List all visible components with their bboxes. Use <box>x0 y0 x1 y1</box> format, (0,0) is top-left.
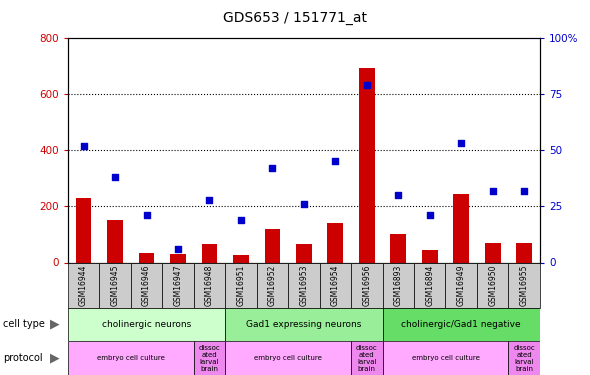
Text: GSM16946: GSM16946 <box>142 265 151 306</box>
Text: ▶: ▶ <box>50 318 60 331</box>
FancyBboxPatch shape <box>351 262 382 308</box>
Bar <box>453 194 469 262</box>
Text: GSM16947: GSM16947 <box>173 265 182 306</box>
Text: dissoc
ated
larval
brain: dissoc ated larval brain <box>356 345 378 372</box>
Text: GSM16894: GSM16894 <box>425 265 434 306</box>
FancyBboxPatch shape <box>382 262 414 308</box>
Text: dissoc
ated
larval
brain: dissoc ated larval brain <box>513 345 535 372</box>
Text: GSM16956: GSM16956 <box>362 265 371 306</box>
Bar <box>327 223 343 262</box>
Text: GSM16953: GSM16953 <box>299 265 309 306</box>
Point <box>110 174 120 180</box>
Text: GSM16949: GSM16949 <box>457 265 466 306</box>
FancyBboxPatch shape <box>382 308 540 341</box>
Point <box>425 212 434 218</box>
FancyBboxPatch shape <box>225 262 257 308</box>
FancyBboxPatch shape <box>509 341 540 375</box>
FancyBboxPatch shape <box>509 262 540 308</box>
Text: protocol: protocol <box>3 353 42 363</box>
FancyBboxPatch shape <box>414 262 445 308</box>
Bar <box>264 229 280 262</box>
Text: GSM16893: GSM16893 <box>394 265 403 306</box>
Point <box>79 142 88 148</box>
Bar <box>516 243 532 262</box>
Point <box>394 192 403 198</box>
Point <box>362 82 372 88</box>
FancyBboxPatch shape <box>194 341 225 375</box>
FancyBboxPatch shape <box>288 262 320 308</box>
Bar <box>296 244 312 262</box>
Text: GSM16954: GSM16954 <box>331 265 340 306</box>
Text: embryo cell culture: embryo cell culture <box>97 355 165 361</box>
Text: embryo cell culture: embryo cell culture <box>411 355 480 361</box>
FancyBboxPatch shape <box>225 341 351 375</box>
Point <box>173 246 183 252</box>
Bar <box>485 243 500 262</box>
FancyBboxPatch shape <box>68 308 225 341</box>
Point <box>268 165 277 171</box>
Text: cell type: cell type <box>3 320 45 329</box>
FancyBboxPatch shape <box>225 308 382 341</box>
FancyBboxPatch shape <box>320 262 351 308</box>
Text: GSM16945: GSM16945 <box>110 265 120 306</box>
FancyBboxPatch shape <box>445 262 477 308</box>
Bar <box>76 198 91 262</box>
Point <box>488 188 497 194</box>
Point <box>519 188 529 194</box>
FancyBboxPatch shape <box>194 262 225 308</box>
Text: GSM16950: GSM16950 <box>488 265 497 306</box>
FancyBboxPatch shape <box>162 262 194 308</box>
FancyBboxPatch shape <box>382 341 509 375</box>
Point <box>330 158 340 164</box>
Text: GSM16944: GSM16944 <box>79 265 88 306</box>
Text: Gad1 expressing neurons: Gad1 expressing neurons <box>246 320 362 329</box>
FancyBboxPatch shape <box>477 262 509 308</box>
Text: embryo cell culture: embryo cell culture <box>254 355 322 361</box>
Bar <box>107 220 123 262</box>
Text: GSM16948: GSM16948 <box>205 265 214 306</box>
Text: GDS653 / 151771_at: GDS653 / 151771_at <box>223 11 367 25</box>
Bar <box>391 234 406 262</box>
Text: GSM16955: GSM16955 <box>520 265 529 306</box>
Point <box>299 201 309 207</box>
Bar <box>233 255 249 262</box>
FancyBboxPatch shape <box>68 262 99 308</box>
Point <box>142 212 151 218</box>
Text: GSM16952: GSM16952 <box>268 265 277 306</box>
Text: GSM16951: GSM16951 <box>237 265 245 306</box>
Point <box>457 140 466 146</box>
Text: cholinergic neurons: cholinergic neurons <box>102 320 191 329</box>
Text: dissoc
ated
larval
brain: dissoc ated larval brain <box>199 345 220 372</box>
Bar <box>202 244 217 262</box>
Bar <box>139 253 155 262</box>
FancyBboxPatch shape <box>99 262 131 308</box>
Bar <box>422 250 438 262</box>
FancyBboxPatch shape <box>131 262 162 308</box>
FancyBboxPatch shape <box>257 262 288 308</box>
Bar <box>170 254 186 262</box>
Point <box>236 217 245 223</box>
FancyBboxPatch shape <box>351 341 382 375</box>
Text: cholinergic/Gad1 negative: cholinergic/Gad1 negative <box>401 320 521 329</box>
FancyBboxPatch shape <box>68 341 194 375</box>
Text: ▶: ▶ <box>50 352 60 364</box>
Bar <box>359 68 375 262</box>
Point <box>205 196 214 202</box>
